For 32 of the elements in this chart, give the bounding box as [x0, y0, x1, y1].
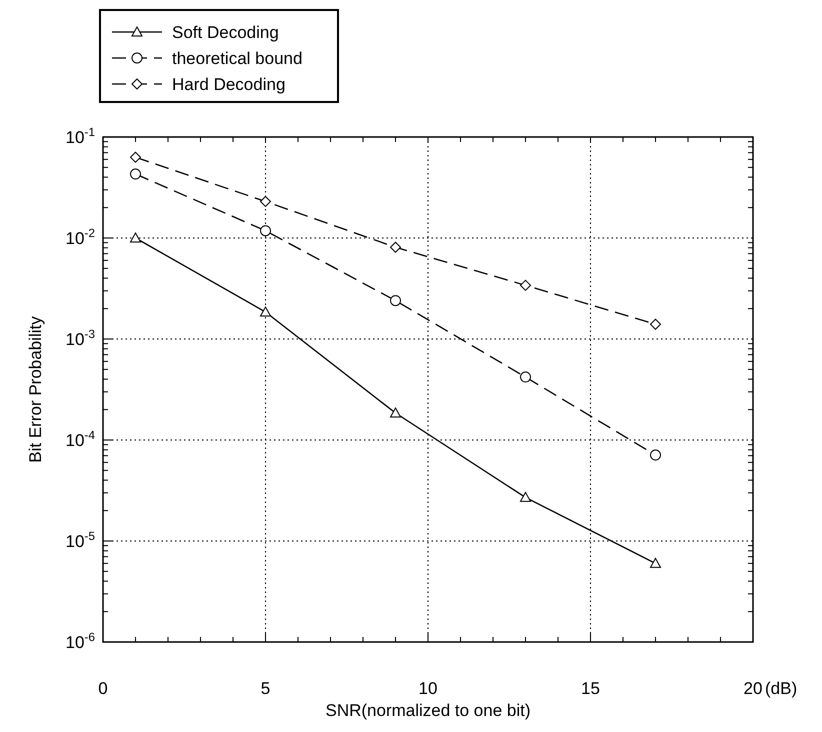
legend-label: Hard Decoding: [172, 75, 286, 94]
point: [650, 450, 661, 461]
x-tick-label: 15: [581, 679, 600, 698]
point: [130, 232, 141, 242]
text: (dB): [765, 679, 798, 698]
y-tick-label: 10$^{-2}$: [66, 226, 96, 248]
point: [130, 152, 141, 163]
y-tick-label: 10$^{-3}$: [66, 327, 96, 349]
x-tick-label: 0: [98, 679, 108, 698]
point: [390, 242, 401, 253]
x-tick-label: 10: [418, 679, 438, 698]
y-tick-label: 10$^{-1}$: [66, 125, 96, 147]
point: [520, 372, 531, 383]
point: [650, 318, 661, 330]
y-axis-title: Bit Error Probability: [26, 316, 45, 463]
point: [260, 196, 271, 207]
point: [130, 168, 141, 180]
y-tick-label: 10$^{-6}$: [66, 630, 96, 652]
legend-label: theoretical bound: [172, 49, 302, 68]
legend-label: Soft Decoding: [172, 23, 279, 42]
point: [260, 306, 271, 317]
x-axis-title: SNR(normalized to one bit): [325, 701, 531, 720]
y-tick-label: 10$^{-4}$: [66, 428, 96, 450]
point: [260, 225, 271, 236]
point: [650, 558, 661, 568]
x-tick-label: 5: [260, 679, 270, 698]
x-tick-label: 20: [744, 679, 762, 698]
y-tick-label: 10$^{-5}$: [66, 529, 96, 551]
point: [390, 408, 401, 418]
point: [520, 492, 531, 502]
point: [390, 295, 401, 306]
point: [520, 280, 531, 291]
